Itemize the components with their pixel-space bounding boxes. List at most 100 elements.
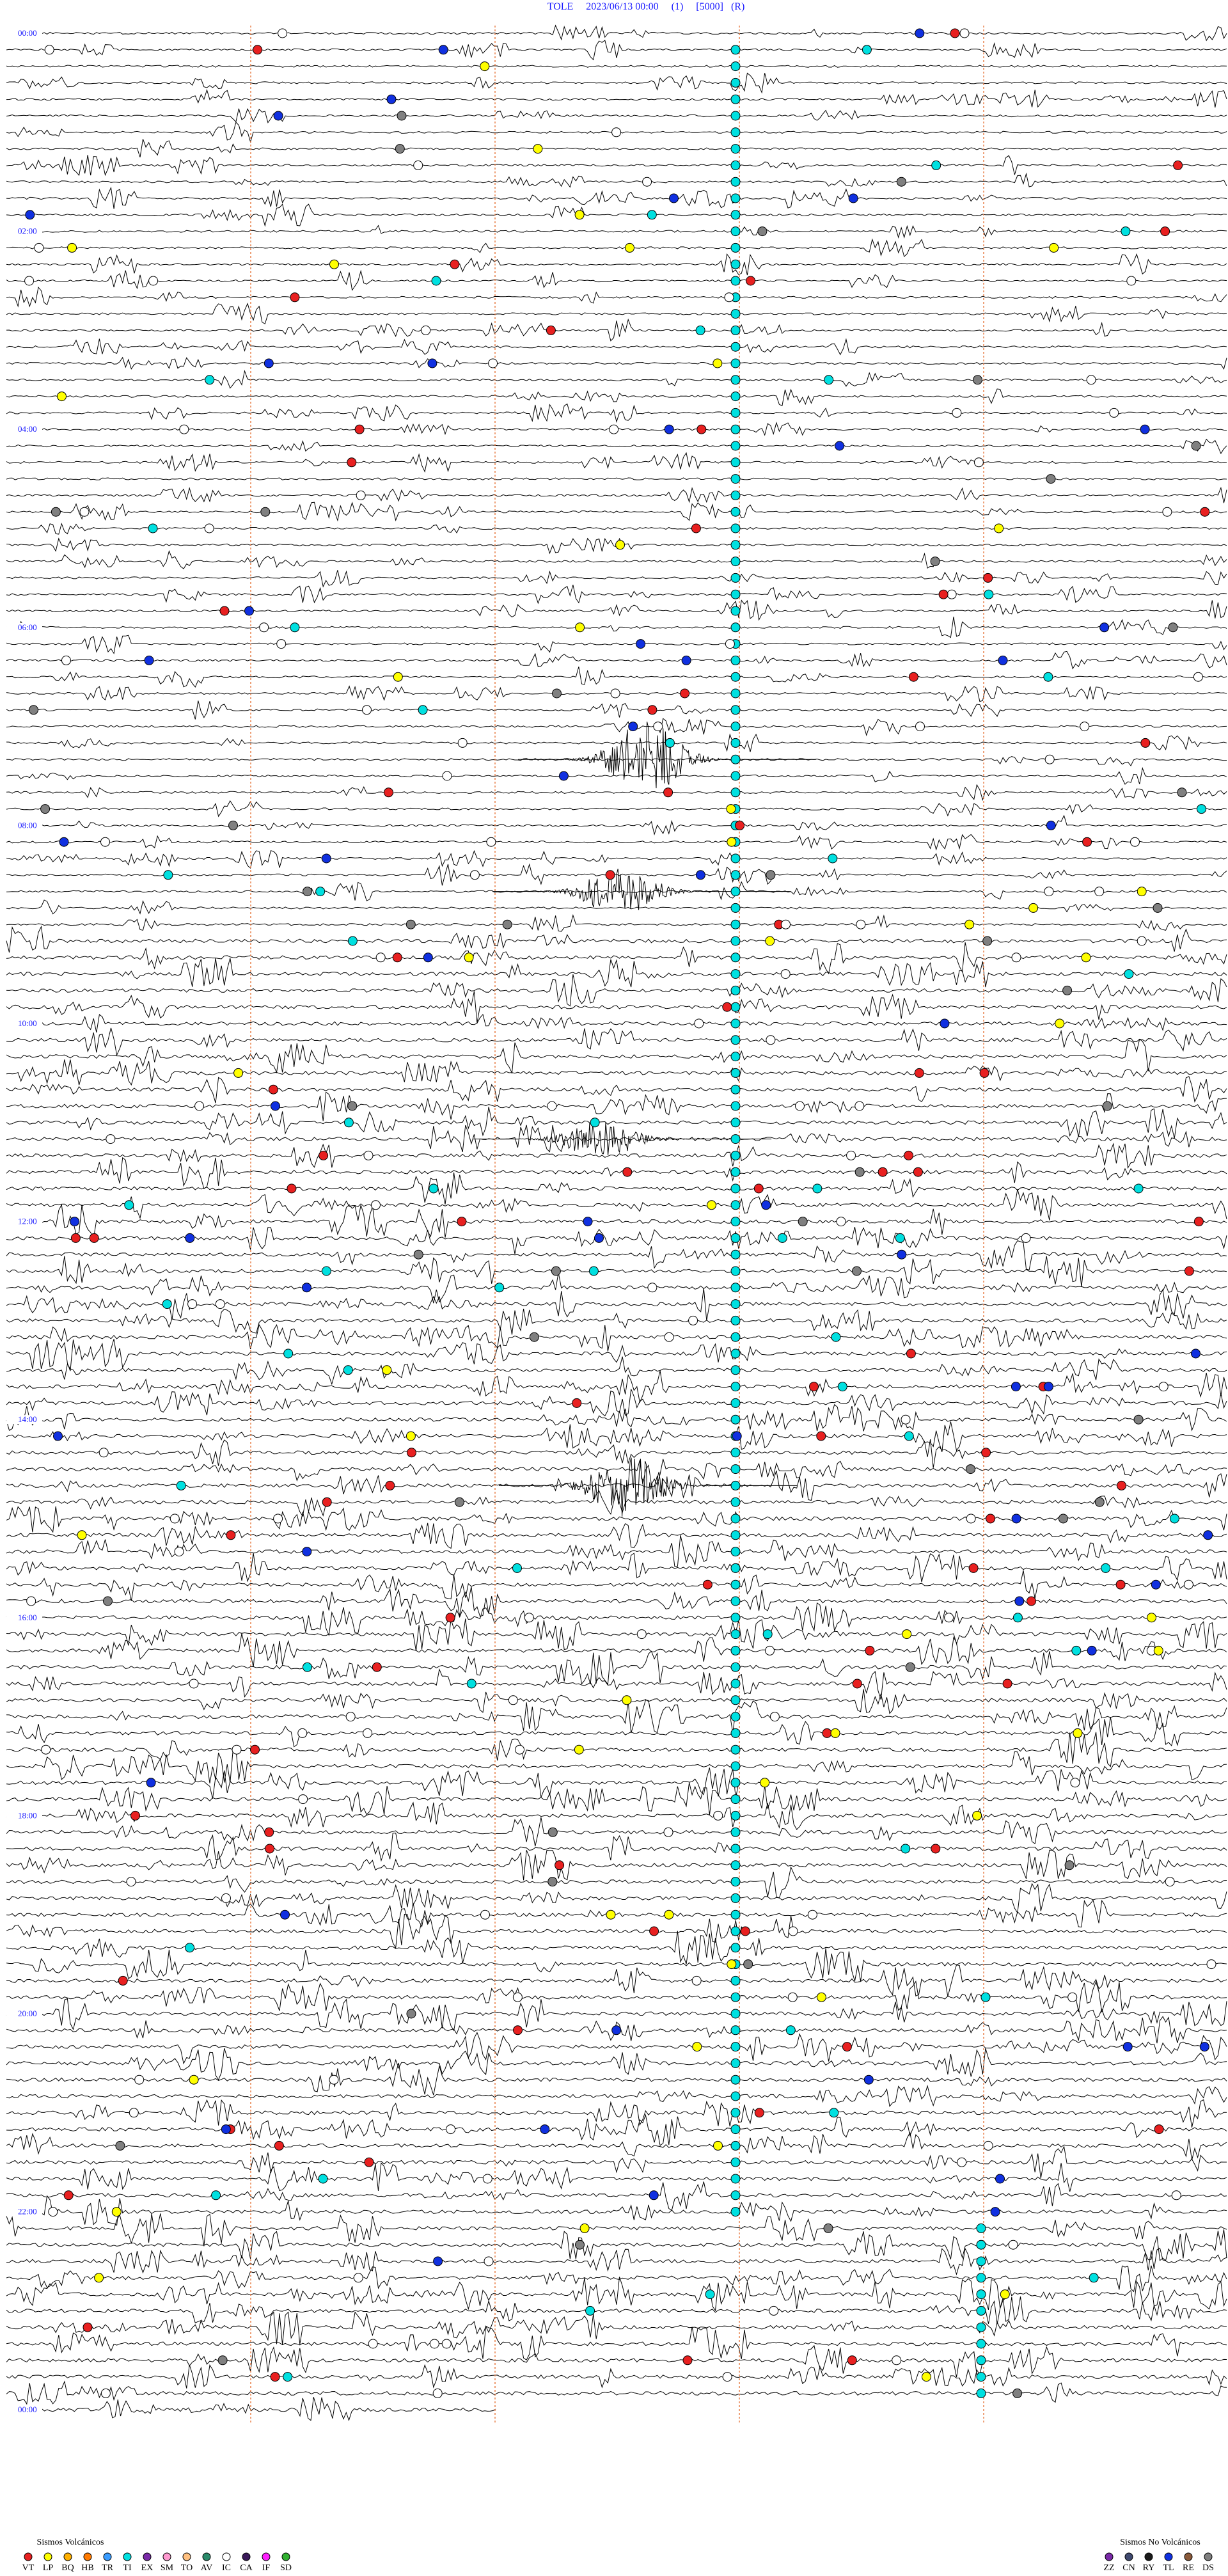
- legend-swatch: [143, 2552, 152, 2561]
- event-marker: [829, 2108, 839, 2118]
- event-marker: [515, 1744, 524, 1755]
- event-marker: [405, 1431, 416, 1441]
- event-waveform: [518, 722, 817, 789]
- event-marker: [386, 94, 397, 104]
- trace: [6, 914, 1227, 932]
- legend-swatch: [1164, 2552, 1173, 2561]
- event-marker: [904, 1431, 914, 1441]
- event-marker: [947, 589, 957, 599]
- event-marker: [730, 985, 741, 995]
- event-marker: [274, 2140, 284, 2151]
- event-marker: [583, 1217, 593, 1227]
- event-marker: [61, 655, 71, 665]
- trace: [6, 1389, 1227, 1417]
- legend-swatch: [123, 2552, 132, 2561]
- trace: [6, 403, 1227, 423]
- event-marker: [48, 2207, 58, 2217]
- event-marker: [730, 722, 741, 732]
- trace: [6, 388, 1227, 407]
- event-marker: [730, 309, 741, 319]
- event-marker: [835, 441, 845, 451]
- trace: [6, 651, 1227, 670]
- event-marker: [278, 28, 288, 38]
- event-marker: [730, 1448, 741, 1458]
- event-marker: [362, 705, 372, 715]
- event-marker: [730, 1480, 741, 1490]
- event-marker: [253, 45, 263, 55]
- event-marker: [730, 887, 741, 897]
- trace: [6, 1272, 1227, 1304]
- event-marker: [585, 2305, 595, 2316]
- event-marker: [905, 1662, 915, 1672]
- event-marker: [1126, 276, 1137, 286]
- event-marker: [727, 1959, 737, 1970]
- event-marker: [983, 573, 993, 583]
- trace: [6, 700, 1227, 720]
- event-marker: [901, 1414, 911, 1425]
- event-marker: [730, 705, 741, 715]
- trace: [6, 1732, 1227, 1767]
- trace: [6, 40, 1227, 61]
- event-marker: [429, 2339, 439, 2349]
- event-marker: [788, 1926, 798, 1936]
- event-marker: [1062, 985, 1073, 995]
- event-marker: [610, 688, 620, 699]
- trace: [6, 1689, 1227, 1714]
- event-marker: [1099, 622, 1110, 633]
- trace: [6, 2048, 1227, 2081]
- event-marker: [469, 870, 480, 880]
- event-marker: [777, 1233, 787, 1243]
- event-marker: [1082, 837, 1092, 847]
- event-marker: [1046, 820, 1056, 830]
- trace: [6, 1013, 1227, 1033]
- event-marker: [273, 1513, 283, 1524]
- event-marker: [547, 1827, 558, 1837]
- event-marker: [232, 1744, 242, 1755]
- event-marker: [730, 1662, 741, 1672]
- event-marker: [1071, 1645, 1082, 1655]
- event-marker: [432, 2388, 443, 2398]
- trace: [6, 1288, 1227, 1321]
- event-marker: [270, 2372, 280, 2382]
- event-marker: [730, 77, 741, 88]
- event-marker: [622, 1695, 632, 1705]
- event-marker: [264, 1827, 274, 1837]
- event-marker: [730, 276, 741, 286]
- event-marker: [730, 325, 741, 335]
- event-marker: [77, 1530, 87, 1540]
- event-marker: [647, 210, 657, 220]
- event-marker: [429, 1183, 439, 1194]
- event-marker: [730, 969, 741, 979]
- event-marker: [895, 1233, 905, 1243]
- event-marker: [852, 1679, 862, 1689]
- legend-title: Sismos No Volcánicos: [1120, 2538, 1200, 2547]
- hour-label-box: [6, 2207, 42, 2216]
- trace: [6, 2195, 1227, 2226]
- event-marker: [730, 1744, 741, 1755]
- legend-title: Sismos Volcánicos: [37, 2538, 104, 2547]
- event-marker: [856, 919, 866, 929]
- trace: [6, 2296, 1227, 2325]
- event-marker: [1055, 1018, 1065, 1029]
- event-marker: [1137, 887, 1147, 897]
- event-marker: [730, 1695, 741, 1705]
- hour-label-box: [6, 821, 42, 830]
- event-marker: [111, 2207, 122, 2217]
- event-marker: [730, 1150, 741, 1160]
- event-marker: [512, 1563, 522, 1573]
- trace: [6, 1522, 1227, 1549]
- event-marker: [730, 1002, 741, 1012]
- event-marker: [1102, 1101, 1112, 1111]
- legend-swatch: [1144, 2552, 1153, 2561]
- event-marker: [730, 1926, 741, 1936]
- event-marker: [897, 1249, 907, 1260]
- trace: [6, 452, 1227, 473]
- trace: [6, 318, 1227, 342]
- event-marker: [321, 1266, 331, 1276]
- trace: [6, 1849, 1227, 1881]
- legend-code: IC: [222, 2563, 231, 2573]
- event-marker: [1064, 1860, 1074, 1870]
- event-marker: [40, 804, 51, 814]
- legend-swatch: [43, 2552, 52, 2561]
